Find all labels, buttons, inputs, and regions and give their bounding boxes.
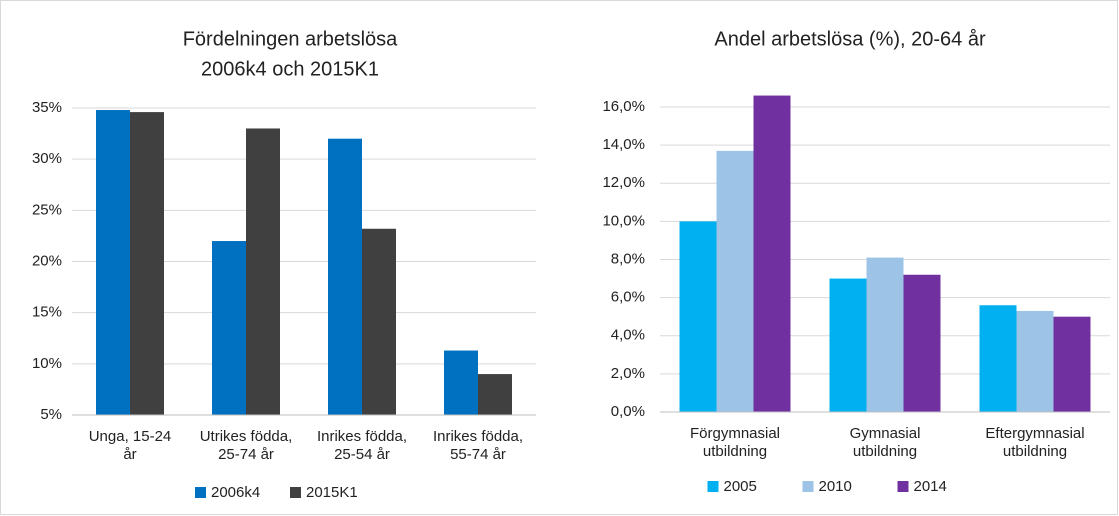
chart-title: 2006k4 och 2015K1 [201,58,379,80]
legend-swatch [195,487,206,498]
x-tick-label: Gymnasial [850,425,921,442]
bar [362,228,396,415]
legend-swatch [707,481,719,492]
bar [903,274,941,412]
y-tick-label: 16,0% [602,98,645,115]
x-tick-label: 25-74 år [218,446,274,463]
bar [679,221,717,412]
legend-swatch [802,481,814,492]
bar [1016,310,1054,412]
chart-title: Fördelningen arbetslösa [183,28,398,50]
y-tick-label: 35% [32,99,62,116]
x-tick-label: år [123,446,136,463]
legend-swatch [290,487,301,498]
y-tick-label: 20% [32,252,62,269]
x-tick-label: Inrikes födda, [433,428,523,445]
y-tick-label: 12,0% [602,174,645,191]
y-tick-label: 4,0% [611,327,645,344]
bar [866,257,904,412]
x-tick-label: Förgymnasial [690,425,780,442]
x-tick-label: Eftergymnasial [985,425,1084,442]
x-tick-label: utbildning [1003,443,1067,460]
chart-title: Andel arbetslösa (%), 20-64 år [714,28,986,50]
y-tick-label: 15% [32,304,62,321]
x-tick-label: utbildning [853,443,917,460]
legend-swatch [897,481,909,492]
x-tick-label: Inrikes födda, [317,428,407,445]
bar [829,278,867,412]
legend-label: 2010 [819,478,852,495]
legend-label: 2015K1 [306,484,358,501]
y-tick-label: 10% [32,355,62,372]
bar [246,128,280,415]
bar [979,305,1017,412]
y-tick-label: 2,0% [611,365,645,382]
bar [716,150,754,412]
bar [130,112,164,416]
bar [444,350,478,415]
bar [478,374,512,415]
y-tick-label: 0,0% [611,403,645,420]
y-tick-label: 30% [32,150,62,167]
x-tick-label: Utrikes födda, [200,428,293,445]
x-tick-label: 55-74 år [450,446,506,463]
bar [212,241,246,415]
legend-label: 2014 [914,478,947,495]
y-tick-label: 14,0% [602,136,645,153]
x-tick-label: Unga, 15-24 [89,428,172,445]
bar [328,138,362,415]
y-tick-label: 8,0% [611,250,645,267]
legend-label: 2006k4 [211,484,260,501]
y-tick-label: 6,0% [611,289,645,306]
y-tick-label: 10,0% [602,212,645,229]
bar [1053,316,1091,412]
legend-label: 2005 [724,478,757,495]
y-tick-label: 5% [40,406,62,423]
x-tick-label: 25-54 år [334,446,390,463]
bar [96,110,130,416]
x-tick-label: utbildning [703,443,767,460]
bar [753,95,791,412]
y-tick-label: 25% [32,201,62,218]
